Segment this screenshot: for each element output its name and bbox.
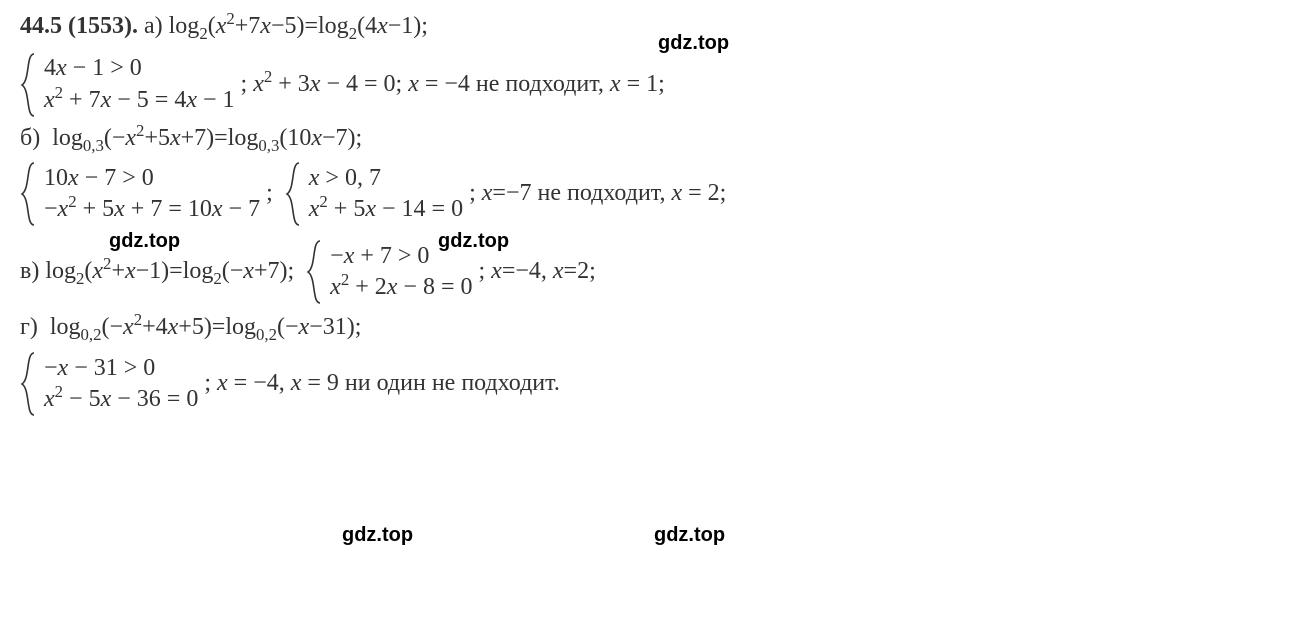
part-g-system: −x − 31 > 0 x2 − 5x − 36 = 0 (44, 353, 198, 415)
part-b-system1: 10x − 7 > 0 −x2 + 5x + 7 = 10x − 7 (44, 163, 260, 225)
system-line: x2 + 5x − 14 = 0 (309, 194, 463, 225)
part-b-system2: x > 0, 7 x2 + 5x − 14 = 0 (309, 163, 463, 225)
system-line: 4x − 1 > 0 (44, 53, 235, 84)
system-line: x2 + 2x − 8 = 0 (330, 272, 472, 303)
part-a-system: 4x − 1 > 0 x2 + 7x − 5 = 4x − 1 (44, 53, 235, 115)
problem-header: 44.5 (1553). a) log2(x2+7x−5)=log2(4x−1)… (20, 10, 1293, 44)
watermark: gdz.top (342, 521, 413, 549)
system-line: −x2 + 5x + 7 = 10x − 7 (44, 194, 260, 225)
problem-number: 44.5 (1553). (20, 13, 138, 39)
system-line: x > 0, 7 (309, 163, 463, 194)
semicolon: ; (266, 177, 285, 211)
part-v-system: −x + 7 > 0 x2 + 2x − 8 = 0 (330, 241, 472, 303)
system-line: 10x − 7 > 0 (44, 163, 260, 194)
part-v-label: в) (20, 255, 39, 289)
brace-icon (306, 239, 322, 305)
part-a-result: ; x2 + 3x − 4 = 0; x = −4 не подходит, x… (241, 68, 665, 102)
part-v-equation: log2(x2+x−1)=log2(−x+7); (45, 255, 306, 289)
part-v-result: ; x=−4, x=2; (478, 255, 595, 289)
part-b-result: ; x=−7 не подходит, x = 2; (469, 177, 726, 211)
brace-icon (285, 161, 301, 227)
brace-icon (20, 351, 36, 417)
part-b-label: б) (20, 125, 40, 151)
brace-icon (20, 52, 36, 118)
part-g-result: ; x = −4, x = 9 ни один не подходит. (204, 367, 559, 401)
watermark: gdz.top (654, 521, 725, 549)
part-g-label: г) (20, 314, 38, 340)
part-b-system-row: 10x − 7 > 0 −x2 + 5x + 7 = 10x − 7 ; x >… (20, 161, 1293, 227)
system-line: x2 − 5x − 36 = 0 (44, 384, 198, 415)
part-b-header: б) log0,3(−x2+5x+7)=log0,3(10x−7); (20, 122, 1293, 156)
part-g-header: г) log0,2(−x2+4x+5)=log0,2(−x−31); (20, 311, 1293, 345)
part-b-equation: log0,3(−x2+5x+7)=log0,3(10x−7); (52, 125, 362, 151)
part-a-label: a) (144, 13, 163, 39)
system-line: −x + 7 > 0 (330, 241, 472, 272)
part-g-system-row: −x − 31 > 0 x2 − 5x − 36 = 0 ; x = −4, x… (20, 351, 1293, 417)
part-g-equation: log0,2(−x2+4x+5)=log0,2(−x−31); (50, 314, 362, 340)
part-a-equation: log2(x2+7x−5)=log2(4x−1); (169, 13, 428, 39)
system-line: x2 + 7x − 5 = 4x − 1 (44, 85, 235, 116)
part-v-row: в) log2(x2+x−1)=log2(−x+7); −x + 7 > 0 x… (20, 239, 1293, 305)
brace-icon (20, 161, 36, 227)
system-line: −x − 31 > 0 (44, 353, 198, 384)
part-a-system-row: 4x − 1 > 0 x2 + 7x − 5 = 4x − 1 ; x2 + 3… (20, 52, 1293, 118)
